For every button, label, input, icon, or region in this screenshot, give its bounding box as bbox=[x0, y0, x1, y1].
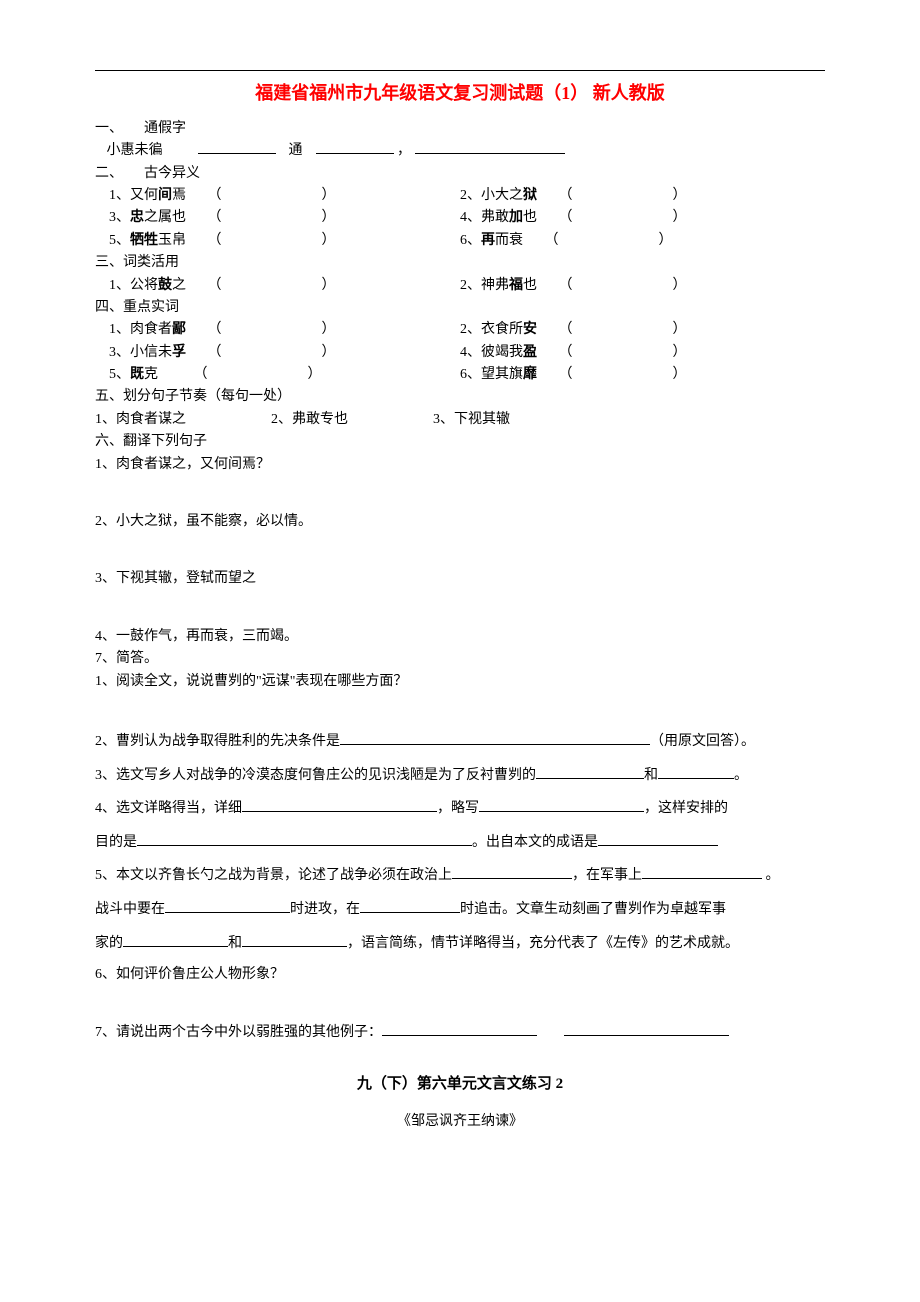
q-num: 5、 bbox=[109, 233, 130, 248]
sec4-row1: 1、肉食者鄙 （） 2、衣食所安 （） bbox=[95, 319, 825, 341]
sec3-row1: 1、公将鼓之 （） 2、神弗福也 （） bbox=[95, 275, 825, 297]
page-title: 福建省福州市九年级语文复习测试题（1） 新人教版 bbox=[95, 79, 825, 108]
sec7-q5-line3: 家的和，语言简练，情节详略得当，充分代表了《左传》的艺术成就。 bbox=[95, 927, 825, 961]
blank bbox=[658, 765, 734, 779]
sec6-q1: 1、肉食者谋之，又何间焉？ bbox=[95, 454, 825, 476]
sec4-row3: 5、既克 （） 6、望其旗靡 （） bbox=[95, 364, 825, 386]
blank bbox=[198, 140, 276, 154]
blank bbox=[123, 933, 228, 947]
sec2-heading: 二、 古今异义 bbox=[95, 163, 825, 185]
blank bbox=[479, 798, 644, 812]
sec7-q5-line2: 战斗中要在时进攻，在时追击。文章生动刻画了曹刿作为卓越军事 bbox=[95, 893, 825, 927]
q-num: 6、 bbox=[460, 367, 481, 382]
q-num: 3、 bbox=[109, 345, 130, 360]
sec6-heading: 六、翻译下列句子 bbox=[95, 431, 825, 453]
footer-line2: 《邹忌讽齐王纳谏》 bbox=[95, 1111, 825, 1133]
blank bbox=[415, 140, 565, 154]
blank bbox=[452, 865, 572, 879]
q-num: 1、 bbox=[109, 322, 130, 337]
q-num: 2、 bbox=[460, 322, 481, 337]
blank bbox=[242, 798, 437, 812]
sec6-q3: 3、下视其辙，登轼而望之 bbox=[95, 568, 825, 590]
sec7-q4-line2: 目的是。出自本文的成语是 bbox=[95, 826, 825, 860]
blank bbox=[316, 140, 394, 154]
sec2-row2: 3、忠之属也 （） 4、弗敢加也 （） bbox=[95, 207, 825, 229]
sec1-punct: ， bbox=[397, 143, 411, 158]
blank bbox=[137, 832, 472, 846]
sec7-q1: 1、阅读全文，说说曹刿的"远谋"表现在哪些方面？ bbox=[95, 671, 825, 693]
blank bbox=[598, 832, 718, 846]
sec1-conn: 通 bbox=[289, 143, 303, 158]
sec2-row1: 1、又何间焉 （） 2、小大之狱 （） bbox=[95, 185, 825, 207]
sec4-heading: 四、重点实词 bbox=[95, 297, 825, 319]
q-num: 4、 bbox=[460, 345, 481, 360]
sec3-heading: 三、词类活用 bbox=[95, 252, 825, 274]
sec7-q3: 3、选文写乡人对战争的冷漠态度何鲁庄公的见识浅陋是为了反衬曹刿的和。 bbox=[95, 759, 825, 793]
blank bbox=[382, 1022, 537, 1036]
q-num: 5、 bbox=[109, 367, 130, 382]
blank bbox=[242, 933, 347, 947]
footer-line1: 九（下）第六单元文言文练习 2 bbox=[95, 1072, 825, 1096]
sec7-q7: 7、请说出两个古今中外以弱胜强的其他例子： bbox=[95, 1022, 825, 1044]
sec5-items: 1、肉食者谋之 2、弗敢专也 3、下视其辙 bbox=[95, 409, 825, 431]
q-num: 1、 bbox=[109, 278, 130, 293]
blank bbox=[536, 765, 644, 779]
sec1-line: 小惠未徧 通 ， bbox=[95, 140, 825, 162]
sec7-q5-line1: 5、本文以齐鲁长勺之战为背景，论述了战争必须在政治上，在军事上 。 bbox=[95, 859, 825, 893]
blank bbox=[564, 1022, 729, 1036]
q-num: 2、 bbox=[460, 188, 481, 203]
sec4-row2: 3、小信未孚 （） 4、彼竭我盈 （） bbox=[95, 342, 825, 364]
sec6-q4: 4、一鼓作气，再而衰，三而竭。 bbox=[95, 626, 825, 648]
q-num: 6、 bbox=[460, 233, 481, 248]
sec7-q4-line1: 4、选文详略得当，详细，略写，这样安排的 bbox=[95, 792, 825, 826]
sec1-text: 小惠未徧 bbox=[107, 143, 163, 158]
q-num: 1、 bbox=[109, 188, 130, 203]
top-rule bbox=[95, 70, 825, 71]
sec6-q2: 2、小大之狱，虽不能察，必以情。 bbox=[95, 511, 825, 533]
sec5-heading: 五、划分句子节奏（每句一处） bbox=[95, 386, 825, 408]
sec7-heading: 7、简答。 bbox=[95, 648, 825, 670]
blank bbox=[360, 899, 460, 913]
blank bbox=[165, 899, 290, 913]
sec7-q6: 6、如何评价鲁庄公人物形象？ bbox=[95, 964, 825, 986]
sec2-row3: 5、牺牲玉帛 （） 6、再而衰 （） bbox=[95, 230, 825, 252]
q-num: 4、 bbox=[460, 210, 481, 225]
blank bbox=[642, 865, 762, 879]
blank bbox=[340, 731, 650, 745]
sec1-heading: 一、 通假字 bbox=[95, 118, 825, 140]
sec7-q2: 2、曹刿认为战争取得胜利的先决条件是（用原文回答）。 bbox=[95, 725, 825, 759]
q-num: 2、 bbox=[460, 278, 481, 293]
q-num: 3、 bbox=[109, 210, 130, 225]
